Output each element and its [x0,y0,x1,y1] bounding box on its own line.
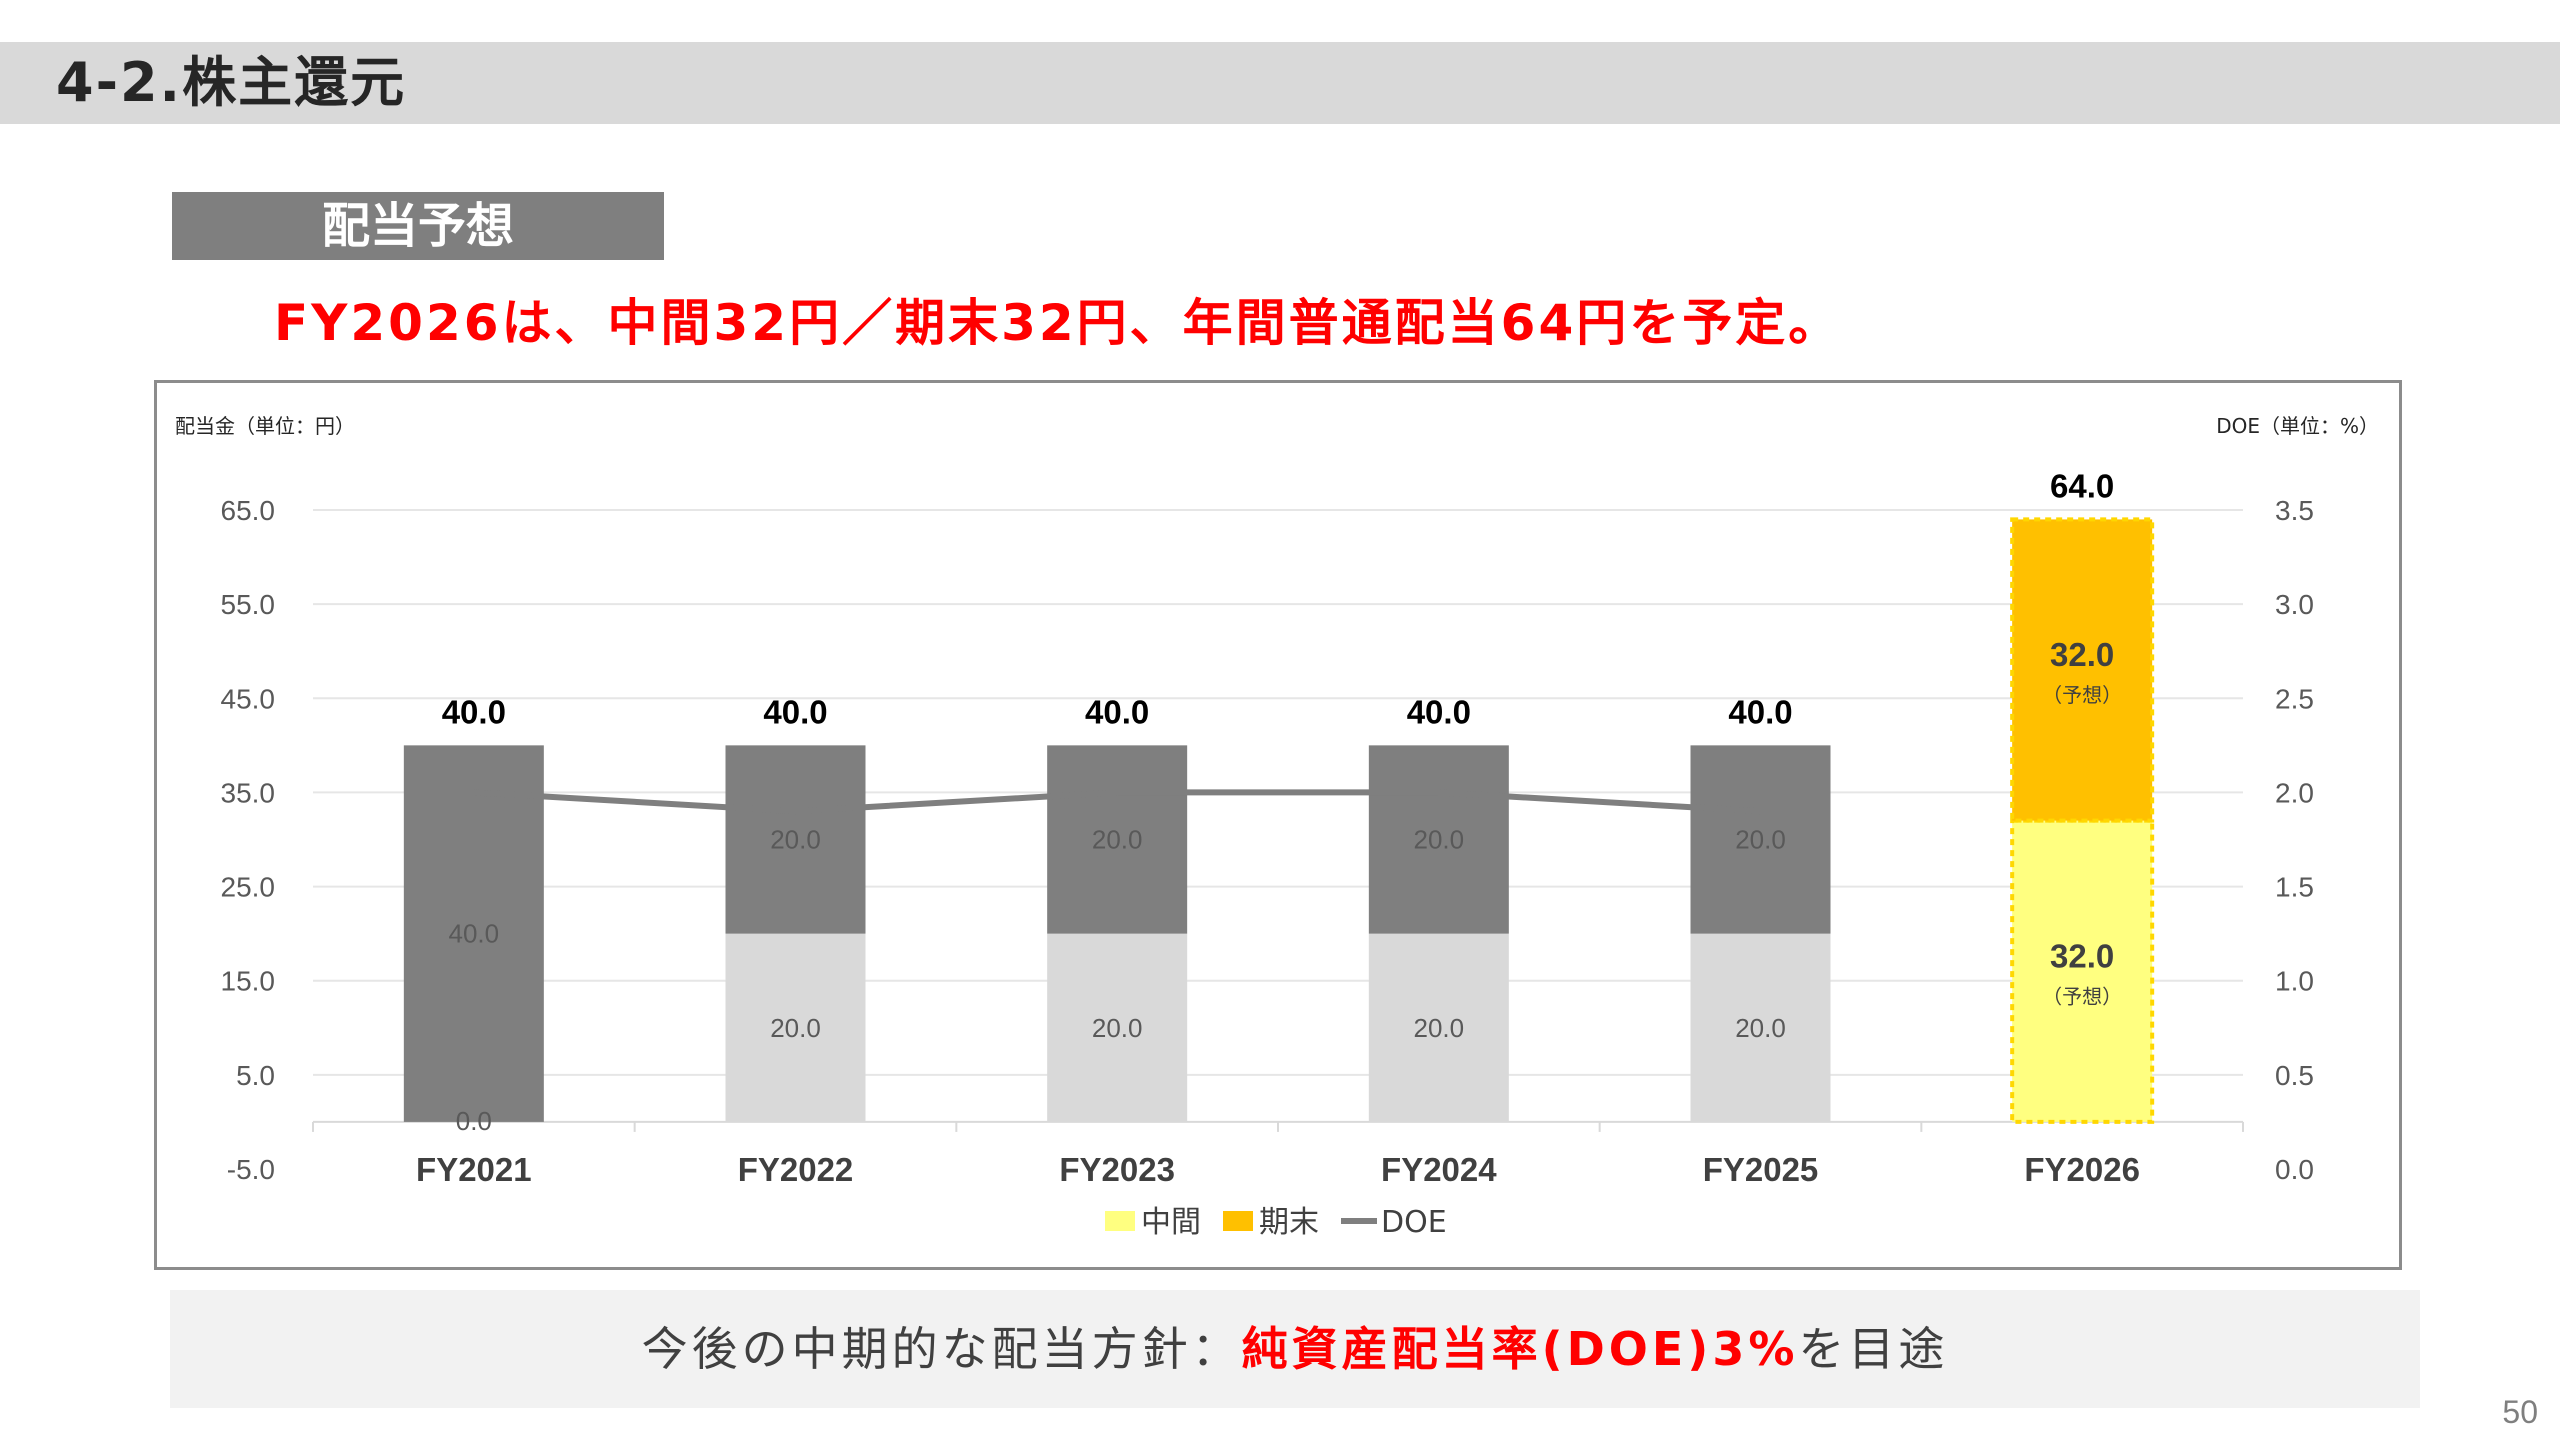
interim-value-label: 0.0 [456,1106,492,1136]
y-right-tick-label: 3.0 [2275,589,2314,620]
yearend-value-label: 20.0 [1414,825,1465,855]
bar-yearend-FY2022 [725,745,866,934]
total-value-label: 40.0 [1407,693,1471,730]
interim-value-label: 20.0 [1414,1013,1465,1043]
bar-interim-FY2025 [1690,933,1831,1122]
legend-label-doe: DOE [1381,1205,1447,1240]
yearend-value-label: 20.0 [770,825,821,855]
y-left-tick-label: 45.0 [221,683,276,714]
bar-interim-FY2022 [725,933,866,1122]
bar-yearend-FY2024 [1368,745,1509,934]
bar-interim-FY2024 [1368,933,1509,1122]
y-right-axis-label: DOE（単位：%） [2216,414,2379,438]
bar-yearend-FY2026 [2010,517,2155,823]
y-left-tick-label: 25.0 [221,872,276,903]
policy-emphasis: 純資産配当率(DOE)3% [1241,1322,1799,1376]
yearend-value-label: 40.0 [449,919,500,949]
y-left-tick-label: 5.0 [236,1060,275,1091]
legend-swatch-interim [1105,1211,1135,1231]
y-left-tick-label: 65.0 [221,495,276,526]
bar-yearend-FY2025 [1690,745,1831,934]
headline: FY2026は、中間32円／期末32円、年間普通配当64円を予定。 [274,294,1842,352]
yearend-value-label: 32.0 [2050,636,2114,673]
total-value-label: 64.0 [2050,467,2114,504]
legend-label-interim: 中間 [1141,1205,1201,1240]
interim-value-label: 32.0 [2050,937,2114,974]
bar-yearend-FY2023 [1047,745,1188,934]
yearend-value-label: 20.0 [1092,825,1143,855]
category-label: FY2026 [2024,1151,2140,1188]
y-left-tick-label: 55.0 [221,589,276,620]
category-label: FY2023 [1059,1151,1175,1188]
y-right-tick-label: 3.5 [2275,495,2314,526]
y-left-tick-label: -5.0 [227,1154,275,1185]
total-value-label: 40.0 [1085,693,1149,730]
category-label: FY2024 [1381,1151,1497,1188]
dividend-policy-box: 今後の中期的な配当方針：純資産配当率(DOE)3%を目途 [170,1290,2420,1408]
y-right-tick-label: 0.5 [2275,1060,2314,1091]
policy-prefix: 今後の中期的な配当方針： [641,1322,1242,1376]
category-label: FY2022 [738,1151,854,1188]
total-value-label: 40.0 [442,693,506,730]
legend-swatch-yearend [1223,1211,1253,1231]
slide-title: 4-2.株主還元 [56,51,407,114]
y-right-tick-label: 2.0 [2275,777,2314,808]
doe-line [473,789,1761,815]
interim-value-label: 20.0 [770,1013,821,1043]
total-value-label: 40.0 [763,693,827,730]
forecast-note: （予想） [2042,683,2122,707]
yearend-value-label: 20.0 [1735,825,1786,855]
section-tag: 配当予想 [172,192,664,260]
interim-value-label: 20.0 [1092,1013,1143,1043]
policy-suffix: を目途 [1798,1322,1949,1376]
title-band [0,42,2560,124]
y-right-tick-label: 2.5 [2275,683,2314,714]
category-label: FY2025 [1703,1151,1819,1188]
bar-interim-FY2023 [1047,933,1188,1122]
bar-interim-FY2026 [2010,818,2155,1124]
y-left-axis-label: 配当金（単位：円） [175,414,355,438]
dividend-chart: -5.0 5.0 15.0 25.0 35.0 45.0 55.0 65.0 0.0 0.5 1.0… [154,380,2402,1270]
y-left-tick-label: 35.0 [221,777,276,808]
category-label: FY2021 [416,1151,532,1188]
chart-canvas: -5.0 5.0 15.0 25.0 35.0 45.0 55.0 65.0 0.0 0.5 1.0… [175,414,2379,1240]
y-right-tick-label: 1.0 [2275,966,2314,997]
legend-label-yearend: 期末 [1259,1205,1319,1240]
y-left-tick-label: 15.0 [221,966,276,997]
y-right-tick-label: 0.0 [2275,1154,2314,1185]
total-value-label: 40.0 [1728,693,1792,730]
forecast-note: （予想） [2042,984,2122,1008]
bar-yearend-FY2021 [403,745,544,1122]
interim-value-label: 20.0 [1735,1013,1786,1043]
page-number: 50 [2502,1394,2538,1430]
y-right-tick-label: 1.5 [2275,872,2314,903]
